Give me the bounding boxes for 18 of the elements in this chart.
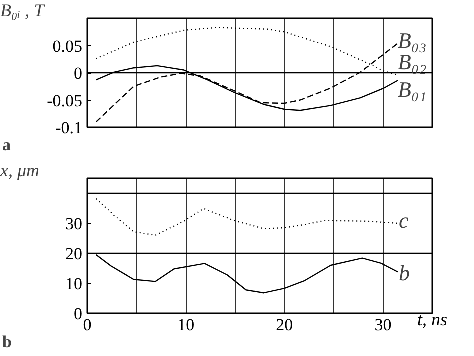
y-axis-title: x, μm — [0, 160, 40, 180]
y-tick-label: -0.1 — [56, 118, 83, 138]
annotation: c — [398, 208, 409, 233]
y-tick-label: 10 — [66, 274, 82, 294]
x-tick-label: 10 — [178, 316, 195, 334]
y-axis-title: B₀ᵢ , T — [0, 0, 46, 20]
y-tick-label: -0.05 — [47, 91, 83, 110]
y-tick-label: 20 — [66, 244, 82, 264]
x-tick-label: 30 — [374, 316, 392, 334]
y-tick-label: 30 — [66, 214, 82, 234]
annotation: B₀₁ — [398, 76, 427, 102]
x-tick-label: 20 — [276, 316, 294, 334]
x-axis-title: t, ns — [417, 310, 448, 330]
text: a — [2, 136, 12, 154]
y-tick-label: 0 — [74, 64, 82, 83]
annotation: b — [398, 260, 410, 286]
text: b — [2, 332, 12, 352]
y-tick-label: 0.05 — [52, 36, 82, 56]
